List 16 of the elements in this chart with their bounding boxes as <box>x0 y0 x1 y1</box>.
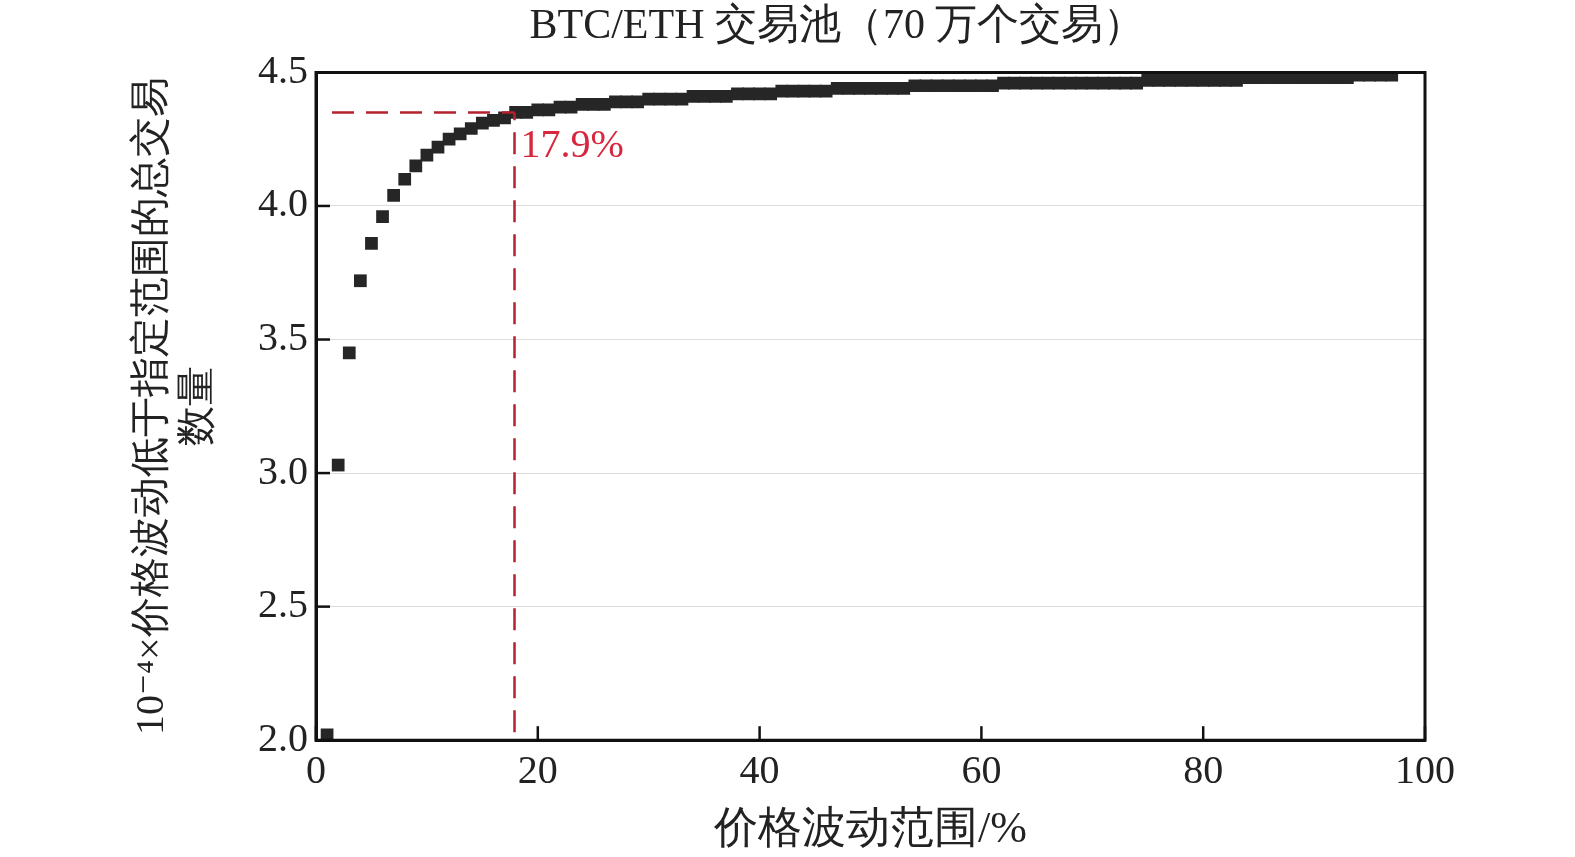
x-axis-title: 价格波动范围/% <box>713 803 1027 853</box>
x-tick-label: 20 <box>517 746 558 792</box>
y-tick-label: 2.5 <box>258 581 308 627</box>
chart-title: BTC/ETH 交易池（70 万个交易） <box>529 1 1146 48</box>
x-tick-label: 40 <box>739 746 780 792</box>
y-axis-title: 10⁻⁴×价格波动低于指定范围的总交易数量 <box>126 77 218 736</box>
x-tick-label: 80 <box>1183 746 1224 792</box>
ref-line-label: 17.9% <box>520 120 624 166</box>
y-tick-label: 3.5 <box>258 314 308 360</box>
x-tick-label: 100 <box>1395 746 1455 792</box>
y-tick-label: 3.0 <box>258 447 308 493</box>
y-tick-label: 4.0 <box>258 180 308 226</box>
y-tick-label: 4.5 <box>258 46 308 92</box>
x-tick-label: 0 <box>306 746 326 792</box>
x-tick-label: 60 <box>961 746 1002 792</box>
y-tick-label: 2.0 <box>258 714 308 760</box>
